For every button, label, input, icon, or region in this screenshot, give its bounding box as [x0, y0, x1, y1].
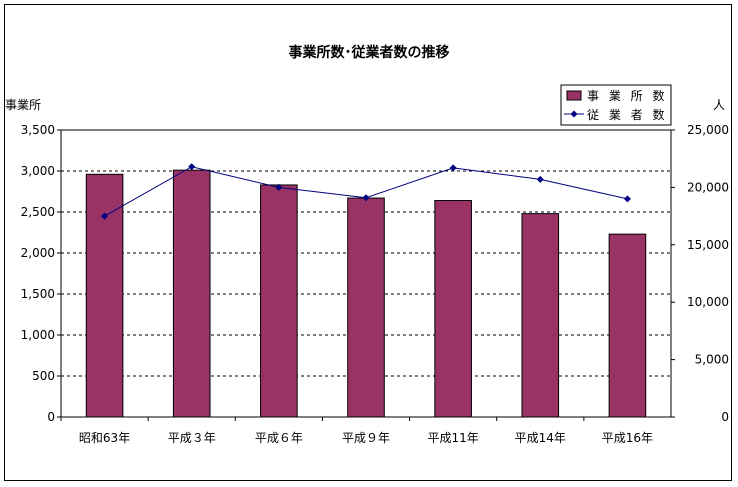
- left-tick-label: 0: [47, 410, 55, 424]
- x-tick-label: 平成16年: [602, 431, 653, 445]
- left-tick-label: 3,000: [21, 164, 55, 178]
- left-axis-label: 事業所: [5, 98, 41, 112]
- legend-bar-label: 事 業 所 数: [587, 88, 667, 103]
- line-point: [536, 175, 544, 183]
- bar: [434, 200, 472, 418]
- right-tick-label: 15,000: [687, 238, 729, 252]
- chart-frame: 事業所数･従業者数の推移 事業所 人 0 500 1,000 1,500 2,000 2,…: [4, 4, 732, 481]
- line-point: [449, 164, 457, 172]
- legend-bar-swatch: [566, 90, 582, 101]
- x-tick-label: 平成６年: [255, 431, 303, 445]
- left-tick-label: 1,000: [21, 328, 55, 342]
- line-point: [101, 212, 109, 220]
- bar: [347, 197, 385, 418]
- line-point: [188, 163, 196, 171]
- line-point: [362, 194, 370, 202]
- x-tick-label: 平成14年: [515, 431, 566, 445]
- right-tick-label: 0: [721, 410, 729, 424]
- x-tick-label: 昭和63年: [79, 431, 130, 445]
- legend-line-marker: [570, 110, 578, 118]
- bar: [521, 213, 560, 418]
- legend-line-label: 従 業 者 数: [587, 107, 667, 122]
- right-axis-label: 人: [713, 98, 725, 112]
- right-tick-label: 10,000: [687, 295, 729, 309]
- line-point: [623, 195, 631, 203]
- x-tick-label: 平成11年: [428, 431, 479, 445]
- plot-area: 0 500 1,000 1,500 2,000 2,500 3,000 3,500 0 5,000…: [21, 123, 729, 445]
- bar: [260, 184, 298, 418]
- left-tick-label: 3,500: [21, 123, 55, 137]
- legend: 事 業 所 数従 業 者 数: [560, 84, 672, 126]
- chart-title: 事業所数･従業者数の推移: [289, 44, 450, 61]
- left-tick-label: 2,500: [21, 205, 55, 219]
- right-tick-label: 25,000: [687, 123, 729, 137]
- x-tick-label: 平成９年: [342, 431, 390, 445]
- left-tick-label: 1,500: [21, 287, 55, 301]
- left-tick-label: 2,000: [21, 246, 55, 260]
- bar: [608, 233, 647, 418]
- bar: [85, 173, 124, 418]
- left-tick-label: 500: [32, 369, 55, 383]
- x-tick-label: 平成３年: [168, 431, 216, 445]
- bar: [172, 169, 211, 418]
- right-tick-label: 20,000: [687, 180, 729, 194]
- chart-svg: 事業所数･従業者数の推移 事業所 人 0 500 1,000 1,500 2,000 2,…: [5, 44, 729, 445]
- right-tick-label: 5,000: [695, 353, 729, 367]
- line-point: [275, 183, 283, 191]
